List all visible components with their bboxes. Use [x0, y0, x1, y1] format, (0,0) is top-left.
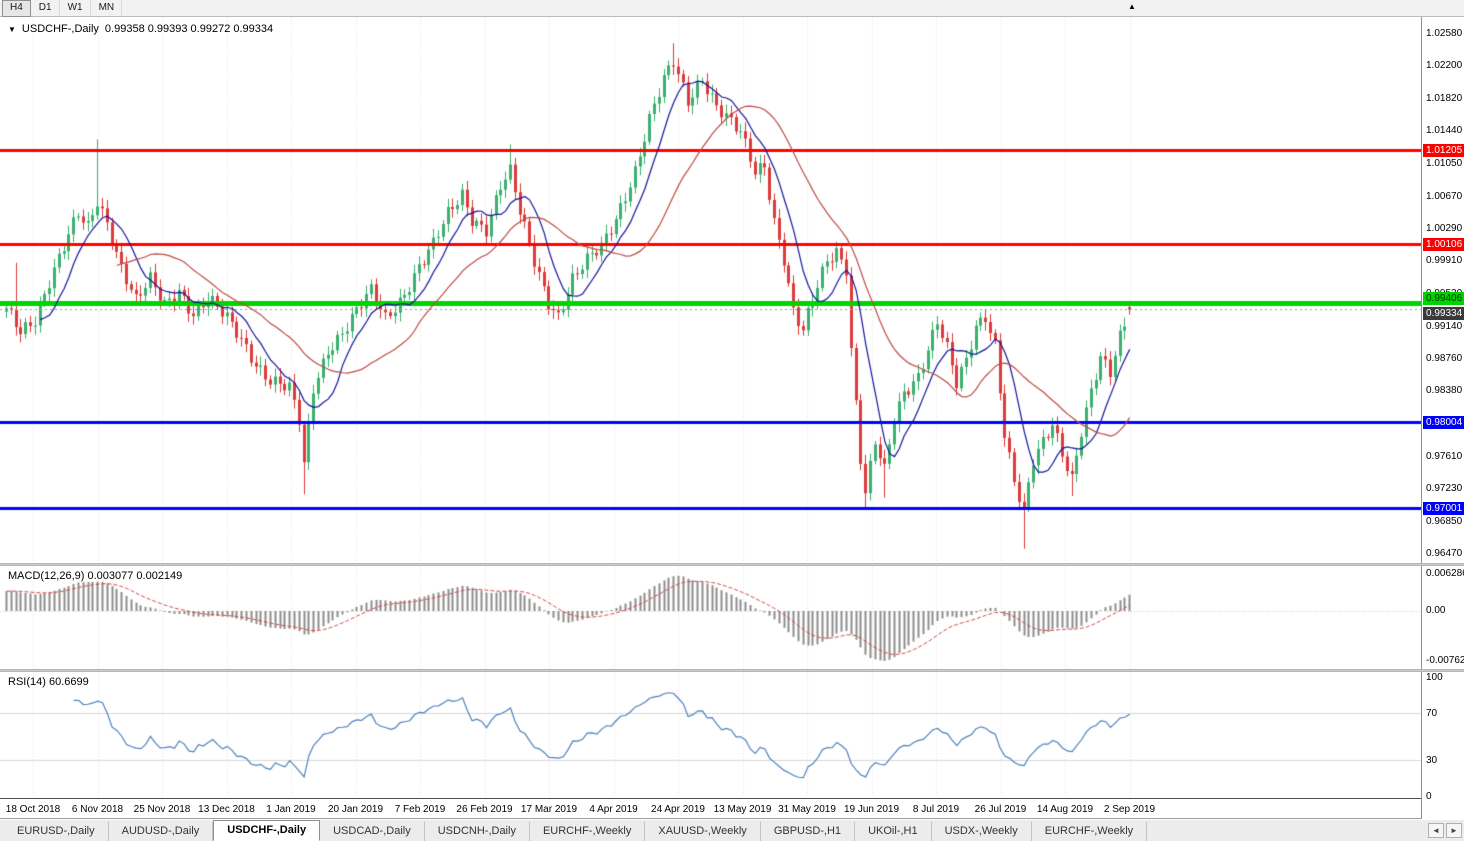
rsi-axis-tick: 70	[1426, 707, 1438, 719]
price-axis-tick: 0.97230	[1426, 483, 1463, 495]
date-axis-label: 14 Aug 2019	[1036, 804, 1094, 815]
price-axis-tick: 1.01050	[1426, 158, 1463, 170]
price-axis-tick: 0.99910	[1426, 255, 1463, 267]
price-axis-tick: 1.01440	[1426, 125, 1463, 137]
date-axis-label: 17 Mar 2019	[520, 804, 578, 815]
macd-canvas[interactable]	[0, 566, 1421, 669]
macd-axis-min: -0.00762	[1426, 655, 1464, 666]
tab-scroll-left-icon[interactable]: ◄	[1428, 823, 1444, 838]
date-axis-label: 19 Jun 2019	[843, 804, 900, 815]
price-level-tag: 1.00106	[1423, 237, 1464, 251]
date-axis-label: 6 Nov 2018	[71, 804, 124, 815]
macd-axis-max: 0.006286	[1426, 568, 1464, 579]
timeframe-button-mn[interactable]: MN	[91, 0, 123, 17]
timeframe-button-w1[interactable]: W1	[60, 0, 91, 17]
rsi-canvas[interactable]	[0, 672, 1421, 797]
timeframe-group: H4 D1 W1 MN	[2, 0, 123, 17]
chart-title: ▼ USDCHF-,Daily 0.99358 0.99393 0.99272 …	[8, 23, 273, 35]
bottom-tab-bar: EURUSD-,Daily AUDUSD-,Daily USDCHF-,Daily U…	[0, 820, 1464, 841]
tab-eurchf-weekly[interactable]: EURCHF-,Weekly	[530, 822, 646, 841]
tab-gbpusd-h1[interactable]: GBPUSD-,H1	[761, 822, 856, 841]
price-axis-tick: 0.96850	[1426, 515, 1463, 527]
date-axis-label: 20 Jan 2019	[327, 804, 384, 815]
date-axis-label: 7 Feb 2019	[394, 804, 446, 815]
tab-ukoil-h1[interactable]: UKOil-,H1	[855, 822, 932, 841]
toolbar-marker-icon: ▲	[1128, 2, 1136, 11]
price-axis-tick: 1.00290	[1426, 222, 1463, 234]
date-axis-label: 26 Feb 2019	[456, 804, 513, 815]
tab-eurchf-weekly[interactable]: EURCHF-,Weekly	[1032, 822, 1148, 841]
price-level-tag: 1.01205	[1423, 144, 1464, 158]
tab-usdchf-daily[interactable]: USDCHF-,Daily	[213, 820, 321, 841]
tab-strip: EURUSD-,Daily AUDUSD-,Daily USDCHF-,Daily U…	[0, 820, 1148, 841]
date-axis-label: 24 Apr 2019	[651, 804, 705, 815]
date-axis-label: 25 Nov 2018	[133, 804, 191, 815]
price-level-tag: 0.99406	[1423, 292, 1464, 306]
date-axis-label: 13 May 2019	[713, 804, 772, 815]
date-axis-label: 13 Dec 2018	[198, 804, 255, 815]
price-axis-tick: 0.99140	[1426, 320, 1463, 332]
tab-usdx-weekly[interactable]: USDX-,Weekly	[932, 822, 1032, 841]
date-axis-label: 26 Jul 2019	[974, 804, 1027, 815]
price-axis-tick: 1.01820	[1426, 92, 1463, 104]
date-axis-label: 2 Sep 2019	[1103, 804, 1156, 815]
price-axis[interactable]: 1.02580 1.02200 1.01820 1.01440 1.01050 1.006…	[1422, 17, 1464, 819]
price-axis-tick: 0.96470	[1426, 548, 1463, 559]
rsi-axis-tick: 30	[1426, 755, 1438, 767]
date-axis-label: 18 Oct 2018	[5, 804, 61, 815]
tab-scroll-right-icon[interactable]: ►	[1446, 823, 1462, 838]
macd-label: MACD(12,26,9) 0.003077 0.002149	[8, 570, 183, 582]
price-axis-tick: 0.97610	[1426, 450, 1463, 462]
price-level-tag: 0.98004	[1423, 416, 1464, 430]
price-macd-splitter[interactable]	[0, 563, 1464, 566]
date-axis-label: 31 May 2019	[778, 804, 836, 815]
tab-usdcnh-daily[interactable]: USDCNH-,Daily	[425, 822, 530, 841]
price-axis-tick: 0.98380	[1426, 385, 1463, 397]
tab-scroll-buttons: ◄ ►	[1428, 823, 1462, 838]
rsi-label: RSI(14) 60.6699	[8, 676, 89, 688]
current-price-tag: 0.99334	[1423, 307, 1464, 321]
axis-divider	[1421, 17, 1422, 819]
macd-rsi-splitter[interactable]	[0, 669, 1464, 672]
price-chart-canvas[interactable]	[0, 17, 1421, 563]
price-level-tag: 0.97001	[1423, 501, 1464, 515]
tab-audusd-daily[interactable]: AUDUSD-,Daily	[109, 822, 214, 841]
macd-axis-zero: 0.00	[1426, 605, 1446, 616]
tab-usdcad-daily[interactable]: USDCAD-,Daily	[320, 822, 425, 841]
tab-eurusd-daily[interactable]: EURUSD-,Daily	[4, 822, 109, 841]
timeframe-toolbar: H4 D1 W1 MN ▲	[0, 0, 1464, 17]
date-axis-label: 1 Jan 2019	[266, 804, 316, 815]
price-axis-tick: 1.00670	[1426, 190, 1463, 202]
price-axis-tick: 1.02200	[1426, 60, 1463, 72]
date-axis[interactable]: 18 Oct 2018 6 Nov 2018 25 Nov 2018 13 Dec 2…	[0, 798, 1464, 819]
timeframe-button-h4[interactable]: H4	[2, 0, 31, 17]
symbol-dropdown-icon[interactable]: ▼	[8, 24, 16, 34]
tab-xauusd-weekly[interactable]: XAUUSD-,Weekly	[645, 822, 761, 841]
date-axis-label: 4 Apr 2019	[589, 804, 638, 815]
chart-ohlc-values: 0.99358 0.99393 0.99272 0.99334	[104, 23, 274, 35]
price-axis-tick: 1.02580	[1426, 28, 1463, 39]
price-axis-tick: 0.98760	[1426, 353, 1463, 365]
date-axis-label: 8 Jul 2019	[912, 804, 960, 815]
timeframe-button-d1[interactable]: D1	[31, 0, 60, 17]
chart-symbol-label: USDCHF-,Daily	[21, 23, 99, 35]
rsi-axis-tick: 0	[1426, 791, 1432, 802]
rsi-axis-tick: 100	[1426, 672, 1443, 683]
